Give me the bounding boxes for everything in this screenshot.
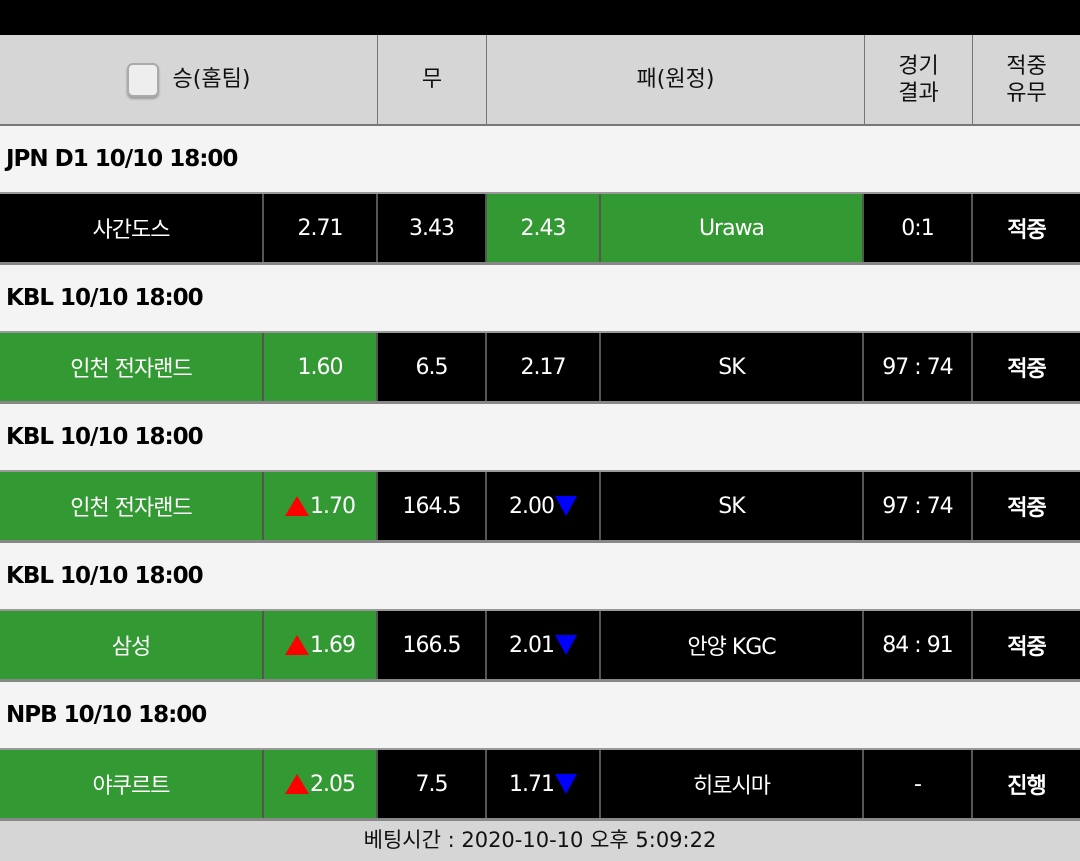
away-odds-value: 2.43 xyxy=(520,215,567,241)
draw-odds[interactable]: 7.5 xyxy=(378,750,487,818)
home-odds[interactable]: 2.05 xyxy=(264,750,378,818)
away-odds[interactable]: 2.00 xyxy=(487,472,601,540)
odds-down-icon xyxy=(554,496,577,516)
home-team[interactable]: 인천 전자랜드 xyxy=(0,472,264,540)
away-odds-value: 2.17 xyxy=(520,354,567,380)
odds-down-icon xyxy=(554,774,577,794)
header-home: 승(홈팀) xyxy=(0,35,378,124)
hit-status: 적중 xyxy=(1007,357,1046,382)
odds-up-icon xyxy=(285,496,309,516)
home-odds-value: 2.05 xyxy=(310,771,356,797)
status-bar xyxy=(0,0,1080,35)
home-odds-value: 1.70 xyxy=(310,493,356,519)
home-odds-value: 1.69 xyxy=(310,632,356,658)
odds-up-icon xyxy=(285,635,309,655)
table-header: 승(홈팀) 무 패(원정) 경기 결과 적중 유무 xyxy=(0,35,1080,126)
match-row: 사간도스 2.71 3.43 2.43 Urawa 0:1 적중 xyxy=(0,194,1080,265)
away-odds[interactable]: 2.43 xyxy=(487,194,601,262)
game-result: 97 : 74 xyxy=(864,472,973,540)
game-result: 97 : 74 xyxy=(864,333,973,401)
home-odds[interactable]: 1.60 xyxy=(264,333,378,401)
home-odds-value: 1.60 xyxy=(297,354,344,380)
betting-time: 베팅시간 : 2020-10-10 오후 5:09:22 xyxy=(0,821,1080,861)
hit-status: 적중 xyxy=(1007,496,1046,521)
away-odds-value: 1.71 xyxy=(509,771,555,797)
league-row: KBL 10/10 18:00 xyxy=(0,404,1080,472)
match-row: 인천 전자랜드 1.70 164.5 2.00 SK 97 : 74 적중 xyxy=(0,472,1080,543)
away-team[interactable]: 히로시마 xyxy=(601,750,864,818)
home-team[interactable]: 야쿠르트 xyxy=(0,750,264,818)
match-row: 인천 전자랜드 1.60 6.5 2.17 SK 97 : 74 적중 xyxy=(0,333,1080,404)
home-odds[interactable]: 2.71 xyxy=(264,194,378,262)
home-team[interactable]: 인천 전자랜드 xyxy=(0,333,264,401)
match-row: 야쿠르트 2.05 7.5 1.71 히로시마 - 진행 xyxy=(0,750,1080,821)
away-odds[interactable]: 2.01 xyxy=(487,611,601,679)
league-row: NPB 10/10 18:00 xyxy=(0,682,1080,750)
select-all-checkbox[interactable] xyxy=(126,62,159,97)
game-result: - xyxy=(864,750,973,818)
away-odds-value: 2.01 xyxy=(509,632,555,658)
home-odds-value: 2.71 xyxy=(297,215,344,241)
away-team[interactable]: Urawa xyxy=(601,194,864,262)
odds-up-icon xyxy=(285,774,309,794)
away-odds[interactable]: 1.71 xyxy=(487,750,601,818)
draw-odds[interactable]: 3.43 xyxy=(378,194,487,262)
header-home-label: 승(홈팀) xyxy=(172,67,251,92)
away-odds[interactable]: 2.17 xyxy=(487,333,601,401)
home-odds[interactable]: 1.69 xyxy=(264,611,378,679)
odds-down-icon xyxy=(554,635,577,655)
league-row: JPN D1 10/10 18:00 xyxy=(0,126,1080,194)
home-team[interactable]: 사간도스 xyxy=(0,194,264,262)
away-odds-value: 2.00 xyxy=(509,493,555,519)
game-result: 84 : 91 xyxy=(864,611,973,679)
away-team[interactable]: SK xyxy=(601,472,864,540)
home-team[interactable]: 삼성 xyxy=(0,611,264,679)
header-away: 패(원정) xyxy=(487,35,865,124)
away-team[interactable]: 안양 KGC xyxy=(601,611,864,679)
games-list: JPN D1 10/10 18:00 사간도스 2.71 3.43 2.43 Urawa 0… xyxy=(0,126,1080,821)
draw-odds[interactable]: 164.5 xyxy=(378,472,487,540)
draw-odds[interactable]: 166.5 xyxy=(378,611,487,679)
draw-odds[interactable]: 6.5 xyxy=(378,333,487,401)
game-result: 0:1 xyxy=(864,194,973,262)
header-result: 경기 결과 xyxy=(865,35,973,124)
league-row: KBL 10/10 18:00 xyxy=(0,543,1080,611)
match-row: 삼성 1.69 166.5 2.01 안양 KGC 84 : 91 적중 xyxy=(0,611,1080,682)
hit-status: 진행 xyxy=(1007,774,1046,799)
league-row: KBL 10/10 18:00 xyxy=(0,265,1080,333)
hit-status: 적중 xyxy=(1007,635,1046,660)
header-hit: 적중 유무 xyxy=(1006,53,1047,106)
away-team[interactable]: SK xyxy=(601,333,864,401)
home-odds[interactable]: 1.70 xyxy=(264,472,378,540)
header-draw: 무 xyxy=(378,35,487,124)
hit-status: 적중 xyxy=(1007,218,1046,243)
